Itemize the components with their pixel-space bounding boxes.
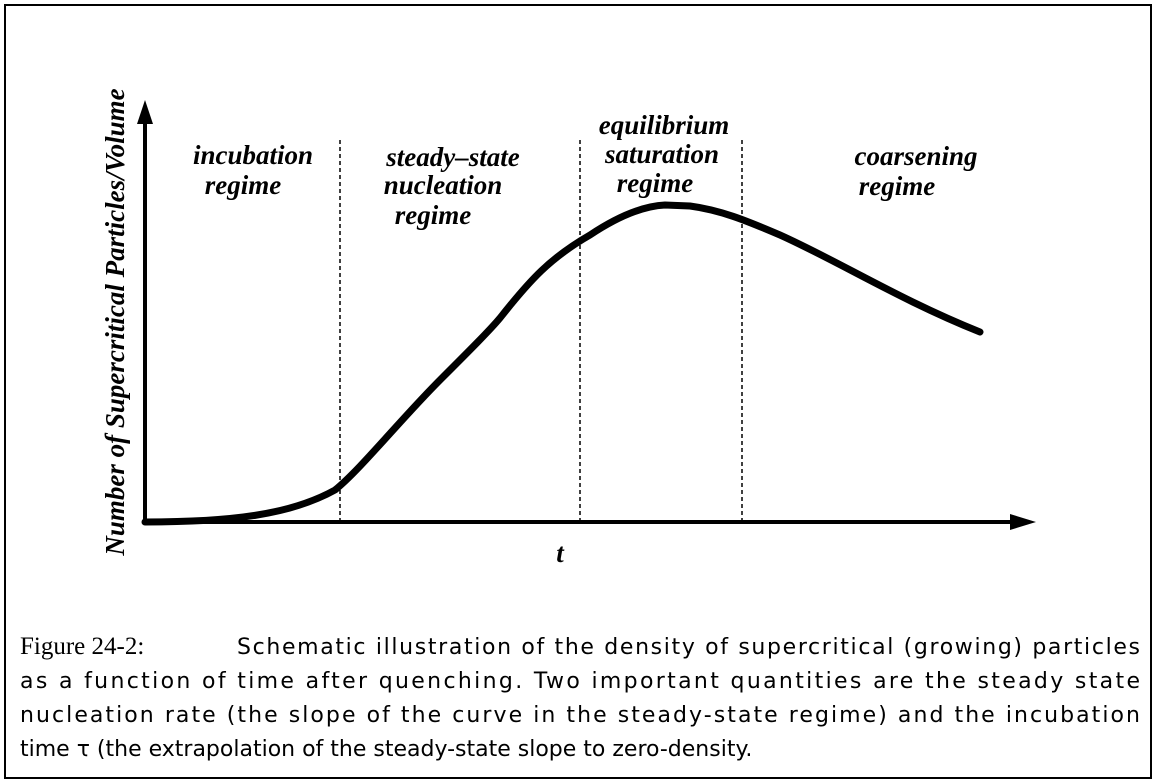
caption-line: Schematic illustration of the density of… bbox=[237, 635, 1140, 660]
region-label: nucleation bbox=[384, 170, 503, 200]
region-label: steady–state bbox=[385, 142, 519, 172]
region-label: incubation bbox=[193, 140, 313, 170]
region-label: regime bbox=[395, 200, 471, 230]
x-axis-label: t bbox=[556, 538, 565, 568]
region-label: equilibrium bbox=[599, 110, 730, 140]
region-label: saturation bbox=[604, 139, 719, 169]
y-arrow bbox=[137, 100, 153, 124]
caption-label: Figure 24-2: bbox=[20, 633, 144, 660]
curve bbox=[141, 201, 984, 526]
caption-line: time τ (the extrapolation of the steady-… bbox=[20, 737, 752, 762]
caption-line: nucleation rate (the slope of the curve … bbox=[20, 703, 1140, 728]
caption-line: as a function of time after quenching. T… bbox=[20, 669, 1140, 694]
region-label: regime bbox=[205, 170, 281, 200]
region-label: regime bbox=[617, 168, 693, 198]
y-axis-label: Number of Supercritical Particles/Volume bbox=[100, 88, 130, 556]
frame bbox=[4, 4, 1152, 779]
region-label: regime bbox=[859, 171, 935, 201]
x-arrow bbox=[1010, 514, 1036, 530]
region-label: coarsening bbox=[854, 141, 977, 171]
